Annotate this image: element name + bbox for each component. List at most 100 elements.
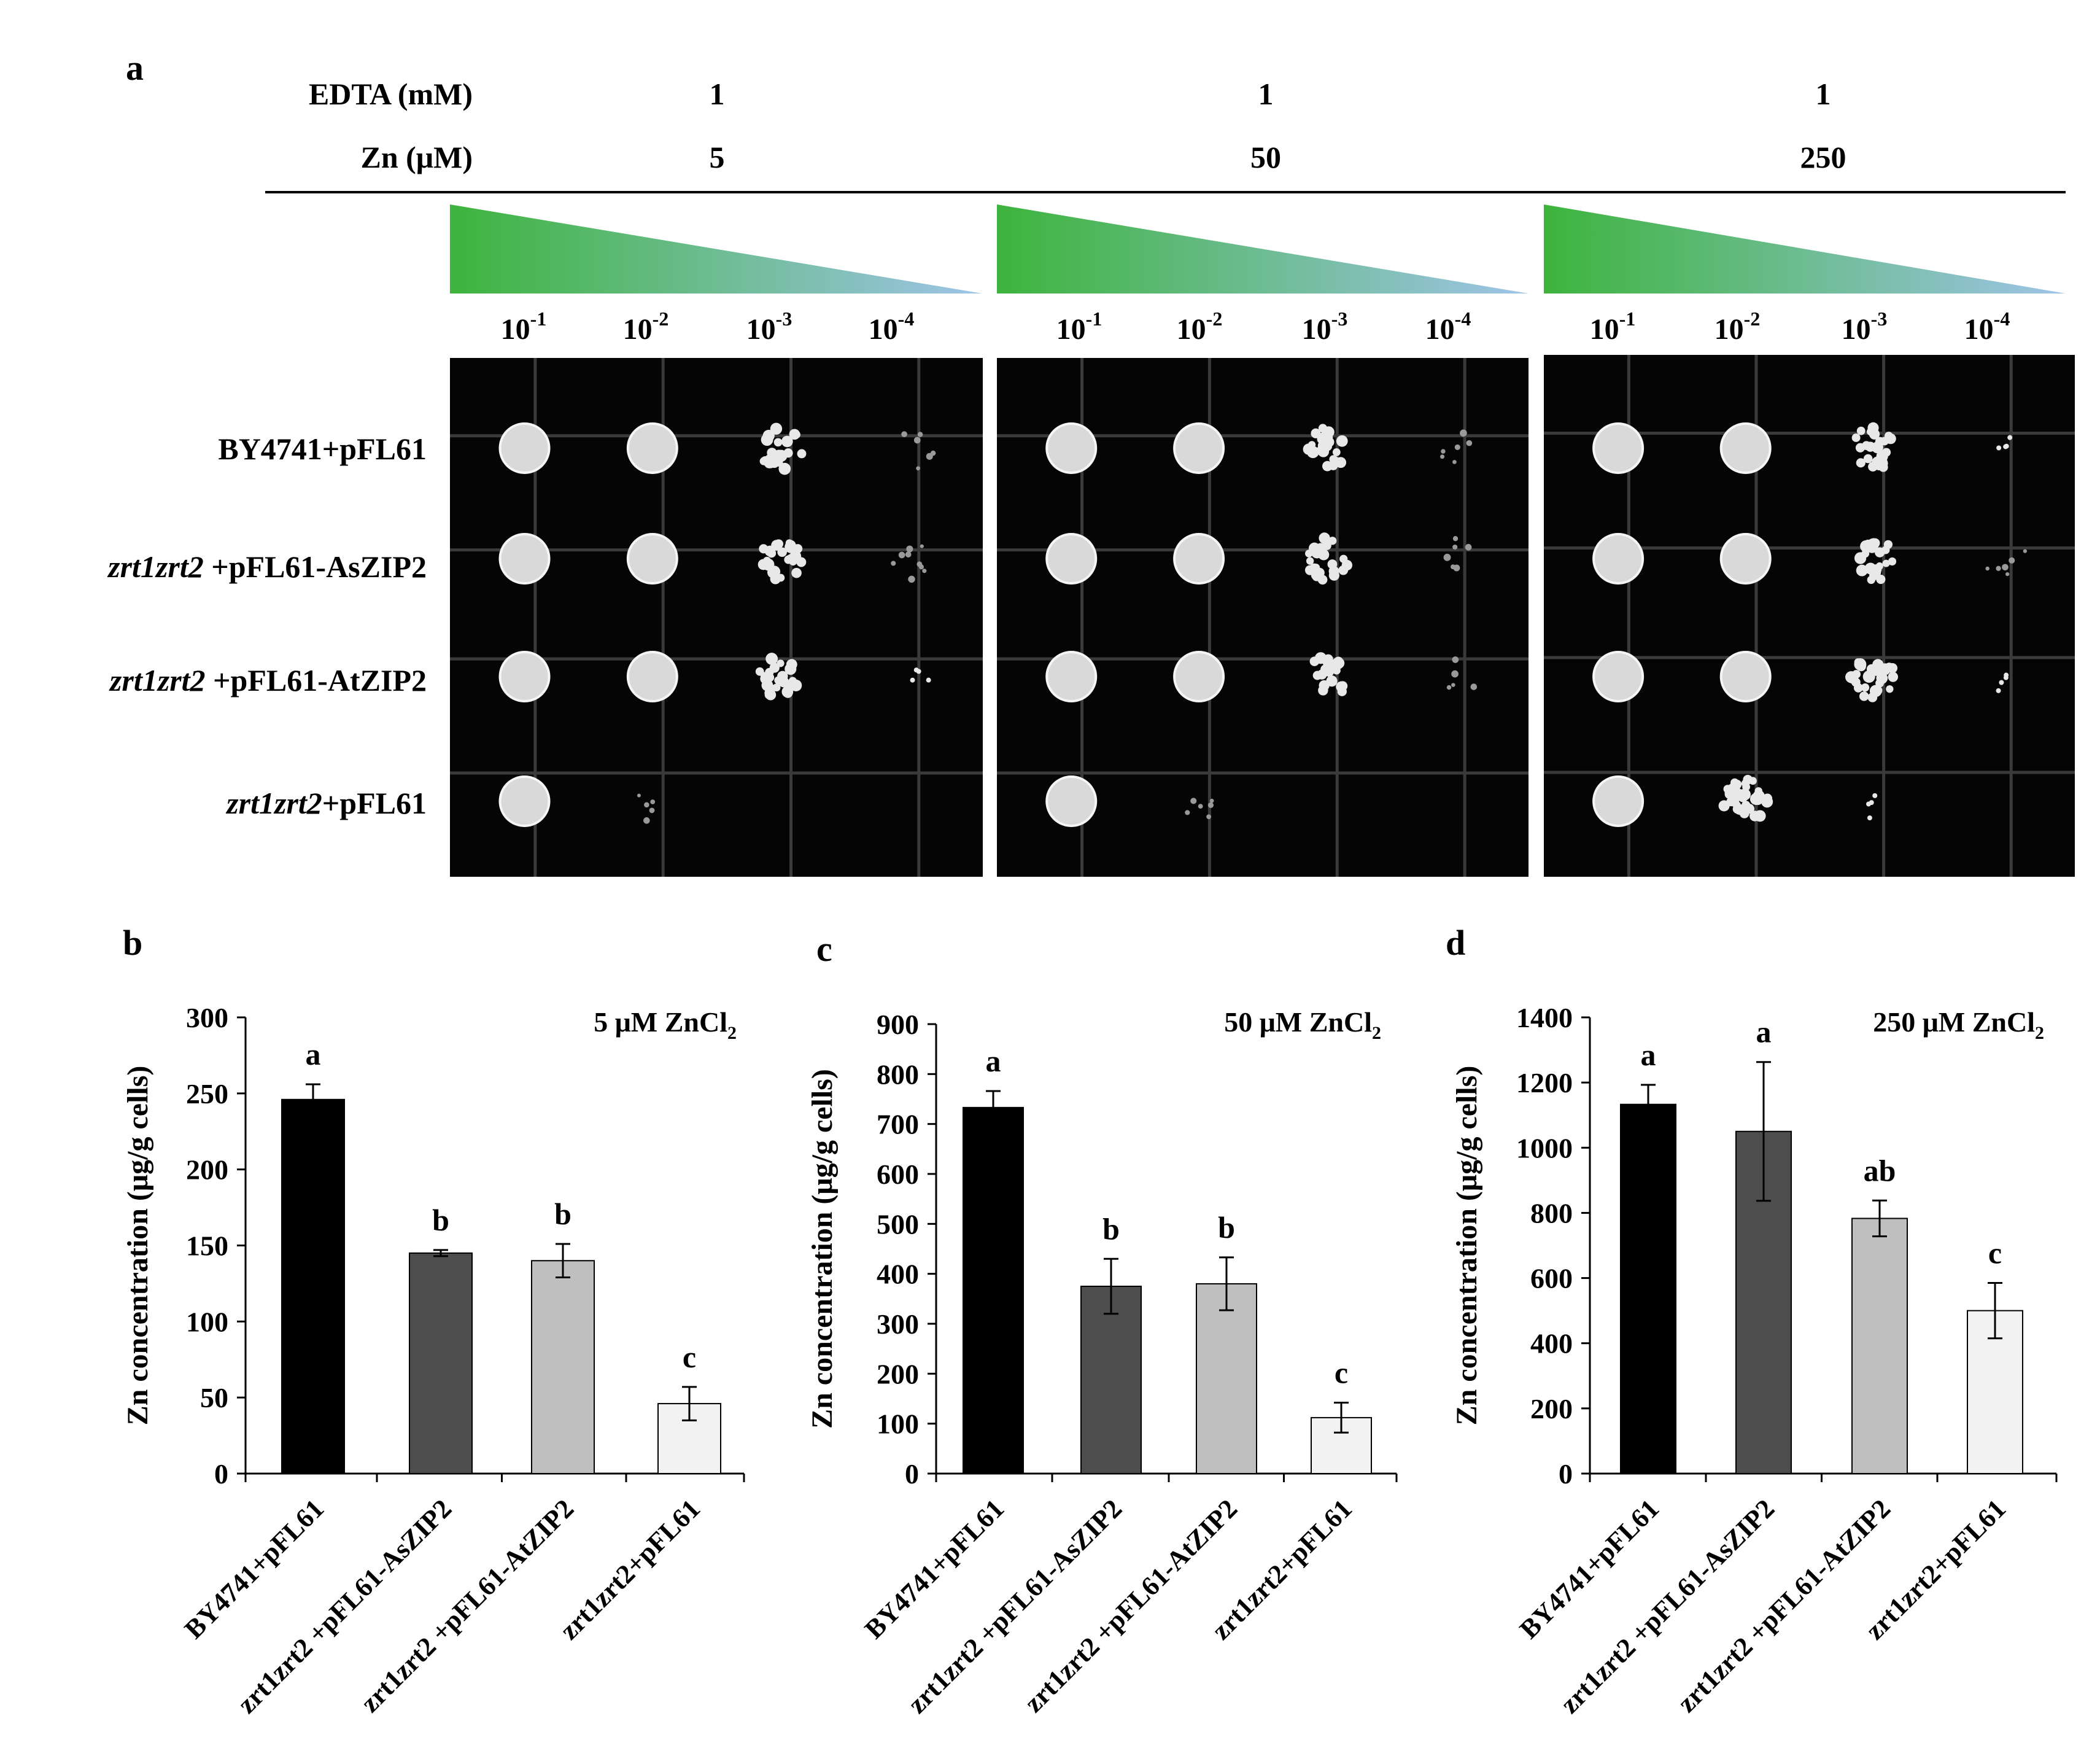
- bar: [409, 1252, 473, 1474]
- colony: [796, 557, 807, 567]
- colony-spot: [1045, 651, 1098, 702]
- colony: [1329, 455, 1338, 464]
- colony: [650, 799, 656, 804]
- colony: [1742, 783, 1751, 791]
- colony: [1338, 565, 1349, 575]
- colony: [649, 807, 655, 814]
- bar: [531, 1260, 595, 1474]
- colony: [768, 450, 777, 459]
- y-tick-label: 1000: [1516, 1132, 1573, 1164]
- dilution-label: 10-4: [869, 308, 915, 346]
- colony: [1851, 677, 1861, 687]
- colony: [1859, 691, 1869, 701]
- colony: [1888, 672, 1899, 682]
- chart-panel-d: d 250 μM ZnCl2 Zn concentration (μg/g cell…: [1446, 923, 2058, 1719]
- dilution-label: 10-1: [501, 308, 547, 346]
- panel-letter: b: [123, 923, 142, 963]
- y-tick-label: 800: [1530, 1197, 1573, 1229]
- colony: [1727, 794, 1740, 807]
- dilution-wedge-2: [997, 204, 1529, 293]
- colony-spot: [1045, 775, 1098, 827]
- colony: [926, 677, 931, 683]
- colony-spot: [1592, 651, 1645, 702]
- y-tick-label: 200: [186, 1154, 228, 1186]
- dilution-label: 10-2: [1177, 308, 1223, 346]
- strain-row-label-4: zrt1zrt2+pFL61: [225, 786, 427, 820]
- colony-spot: [1045, 422, 1098, 474]
- colony: [1739, 788, 1751, 801]
- colony: [644, 802, 649, 808]
- colony: [1856, 426, 1866, 435]
- y-tick-label: 300: [877, 1308, 919, 1340]
- colony: [2023, 549, 2027, 553]
- colony: [1882, 559, 1890, 567]
- colony-spot: [1045, 533, 1098, 585]
- colony: [1336, 435, 1348, 447]
- colony: [781, 686, 794, 698]
- colony: [1322, 460, 1333, 472]
- colony-spot: [498, 422, 551, 474]
- colony-spot: [1592, 533, 1645, 585]
- colony: [906, 545, 913, 553]
- y-tick-label: 900: [877, 1009, 919, 1040]
- dilution-label: 10-1: [1590, 308, 1636, 346]
- colony: [1332, 448, 1341, 456]
- edta-value-1: 1: [710, 77, 725, 111]
- significance-letter: b: [432, 1203, 449, 1237]
- zn-label: Zn (μM): [361, 140, 473, 174]
- y-tick-label: 1200: [1516, 1067, 1573, 1098]
- y-tick-label: 600: [1530, 1263, 1573, 1294]
- colony: [926, 453, 933, 460]
- colony: [2007, 435, 2013, 440]
- colony: [1867, 575, 1875, 585]
- plate-1: [450, 358, 983, 877]
- panel-letter: d: [1446, 923, 1465, 963]
- colony: [1985, 566, 1990, 571]
- y-tick-label: 400: [1530, 1328, 1573, 1359]
- chart-title: 50 μM ZnCl2: [1224, 1006, 1381, 1043]
- dilution-labels: 10-1 10-2 10-3 10-4 10-1 10-2 10-3 10-4 10-1 10-2…: [501, 308, 2010, 346]
- colony: [1869, 429, 1880, 440]
- colony-spot: [626, 651, 678, 702]
- colony: [1190, 798, 1197, 804]
- colony: [1306, 557, 1314, 565]
- significance-letter: c: [1988, 1236, 2002, 1270]
- colony-spot: [498, 775, 551, 827]
- y-tick-label: 50: [200, 1382, 228, 1413]
- colony: [1856, 564, 1868, 577]
- panel-letter: c: [816, 929, 832, 969]
- y-tick-label: 300: [186, 1002, 228, 1033]
- zn-value-3: 250: [1800, 140, 1846, 174]
- strain-row-label-2: zrt1zrt2 +pFL61-AsZIP2: [107, 550, 427, 584]
- colony: [781, 435, 793, 448]
- colony: [1319, 532, 1330, 544]
- bar: [963, 1106, 1024, 1474]
- colony: [1452, 656, 1459, 663]
- colony-spot: [1592, 775, 1645, 827]
- colony: [2002, 564, 2009, 571]
- colony: [1440, 454, 1445, 459]
- colony: [770, 422, 783, 435]
- panel-a-letter: a: [126, 48, 144, 88]
- colony: [791, 567, 802, 578]
- colony-spot: [1719, 422, 1772, 474]
- colony-spot: [498, 651, 551, 702]
- colony: [1851, 433, 1861, 442]
- colony: [783, 448, 793, 458]
- colony: [1209, 798, 1214, 803]
- colony: [1878, 663, 1891, 675]
- colony: [1309, 545, 1320, 555]
- colony: [1996, 445, 2002, 451]
- bar: [281, 1098, 345, 1474]
- colony: [1206, 814, 1211, 820]
- colony: [760, 674, 770, 684]
- colony: [1207, 802, 1214, 809]
- colony: [1872, 793, 1878, 798]
- bar: [1620, 1103, 1676, 1474]
- plate-3: [1544, 355, 2075, 877]
- colony: [777, 547, 787, 557]
- colony-spot: [1592, 422, 1645, 474]
- zn-value-2: 50: [1250, 140, 1281, 174]
- colony: [1441, 449, 1446, 454]
- y-tick-label: 150: [186, 1230, 228, 1262]
